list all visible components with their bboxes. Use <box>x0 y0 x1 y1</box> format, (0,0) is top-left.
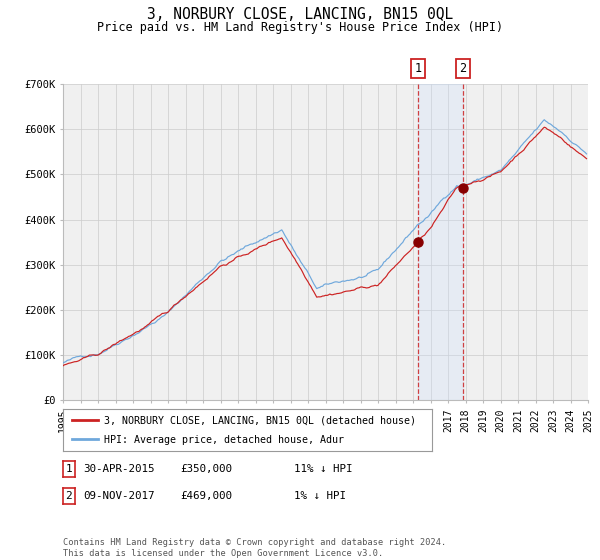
Text: 09-NOV-2017: 09-NOV-2017 <box>83 491 154 501</box>
Text: 2: 2 <box>459 62 466 75</box>
Text: 2: 2 <box>65 491 73 501</box>
Text: £469,000: £469,000 <box>180 491 232 501</box>
Text: HPI: Average price, detached house, Adur: HPI: Average price, detached house, Adur <box>104 435 344 445</box>
Bar <box>418 84 463 400</box>
Text: 11% ↓ HPI: 11% ↓ HPI <box>294 464 353 474</box>
Text: 1: 1 <box>65 464 73 474</box>
Text: 1: 1 <box>415 62 422 75</box>
Text: 3, NORBURY CLOSE, LANCING, BN15 0QL (detached house): 3, NORBURY CLOSE, LANCING, BN15 0QL (det… <box>104 416 416 426</box>
Text: 3, NORBURY CLOSE, LANCING, BN15 0QL: 3, NORBURY CLOSE, LANCING, BN15 0QL <box>147 7 453 22</box>
Text: Price paid vs. HM Land Registry's House Price Index (HPI): Price paid vs. HM Land Registry's House … <box>97 21 503 34</box>
Text: Contains HM Land Registry data © Crown copyright and database right 2024.
This d: Contains HM Land Registry data © Crown c… <box>63 538 446 558</box>
Text: 1% ↓ HPI: 1% ↓ HPI <box>294 491 346 501</box>
Text: £350,000: £350,000 <box>180 464 232 474</box>
Text: 30-APR-2015: 30-APR-2015 <box>83 464 154 474</box>
